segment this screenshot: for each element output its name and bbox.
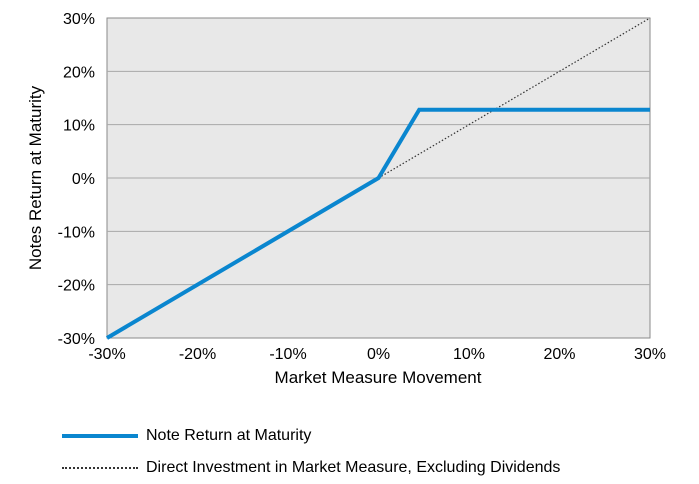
x-tick-label: 20% <box>543 346 575 363</box>
legend-swatch-dotted <box>62 467 138 469</box>
x-tick-label: 30% <box>634 346 666 363</box>
y-axis-title: Notes Return at Maturity <box>26 85 45 270</box>
legend-label-direct-investment: Direct Investment in Market Measure, Exc… <box>146 459 561 476</box>
x-tick-label: 0% <box>367 346 390 363</box>
x-tick-label: -10% <box>269 346 306 363</box>
y-tick-label: 20% <box>63 64 95 81</box>
x-axis-title: Market Measure Movement <box>275 368 482 387</box>
x-tick-label: -20% <box>179 346 216 363</box>
y-tick-label: -30% <box>58 331 95 348</box>
y-tick-label: 0% <box>72 171 95 188</box>
series-line-note-return <box>105 107 650 340</box>
legend-item-note-return: Note Return at Maturity <box>62 420 560 452</box>
x-tick-label: 10% <box>453 346 485 363</box>
legend-swatch-solid <box>62 434 138 438</box>
y-tick-label: 30% <box>63 11 95 28</box>
legend: Note Return at Maturity Direct Investmen… <box>62 420 560 484</box>
series-line-direct-investment <box>378 17 651 179</box>
y-tick-label: -10% <box>58 224 95 241</box>
chart: 30% 20% 10% 0% -10% -20% -30% -30% -20% -10% 0% 10… <box>26 11 666 387</box>
y-tick-label: 10% <box>63 118 95 135</box>
y-tick-label: -20% <box>58 278 95 295</box>
legend-item-direct-investment: Direct Investment in Market Measure, Exc… <box>62 452 560 484</box>
legend-label-note-return: Note Return at Maturity <box>146 427 312 444</box>
x-tick-label: -30% <box>88 346 125 363</box>
